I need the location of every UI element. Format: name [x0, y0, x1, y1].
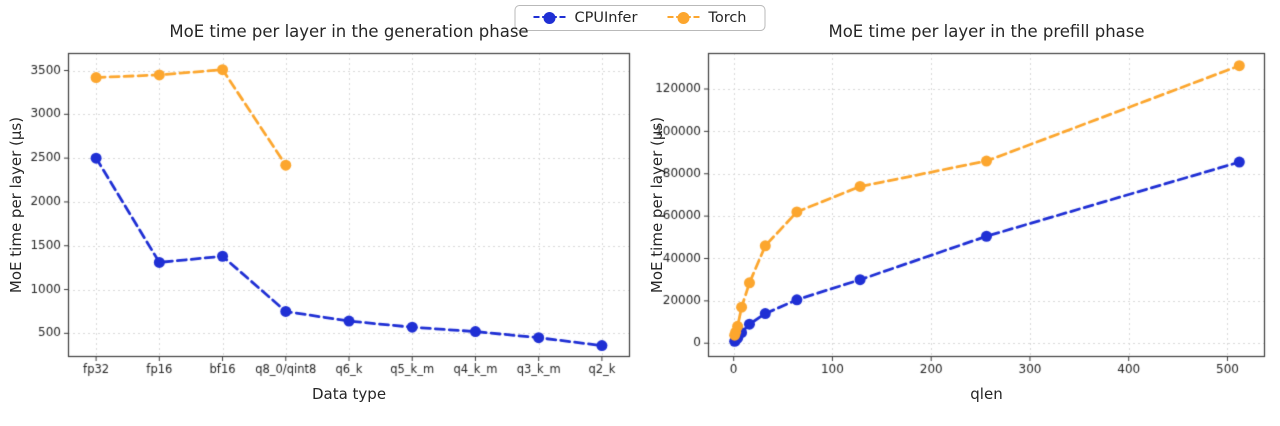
legend-item-torch: Torch: [667, 10, 747, 26]
cpuinfer-marker-icon: [533, 11, 566, 25]
generation-chart-plot: [10, 45, 640, 385]
cpuinfer-dot-icon: [543, 12, 556, 24]
prefill-chart-plot: [650, 45, 1275, 385]
legend: CPUInfer Torch: [514, 5, 766, 31]
prefill-chart-title: MoE time per layer in the prefill phase: [828, 22, 1145, 41]
generation-chart-title: MoE time per layer in the generation pha…: [169, 22, 529, 41]
legend-label-torch: Torch: [708, 10, 747, 26]
generation-phase-chart: MoE time per layer in the generation pha…: [7, 22, 640, 403]
legend-item-cpuinfer: CPUInfer: [533, 10, 637, 26]
torch-dot-icon: [677, 12, 690, 24]
generation-chart-xlabel: Data type: [311, 385, 387, 403]
prefill-phase-chart: MoE time per layer in the prefill phase …: [645, 0, 1280, 426]
prefill-chart-xlabel: qlen: [970, 385, 1003, 403]
torch-marker-icon: [667, 11, 700, 25]
legend-label-cpuinfer: CPUInfer: [574, 10, 638, 26]
